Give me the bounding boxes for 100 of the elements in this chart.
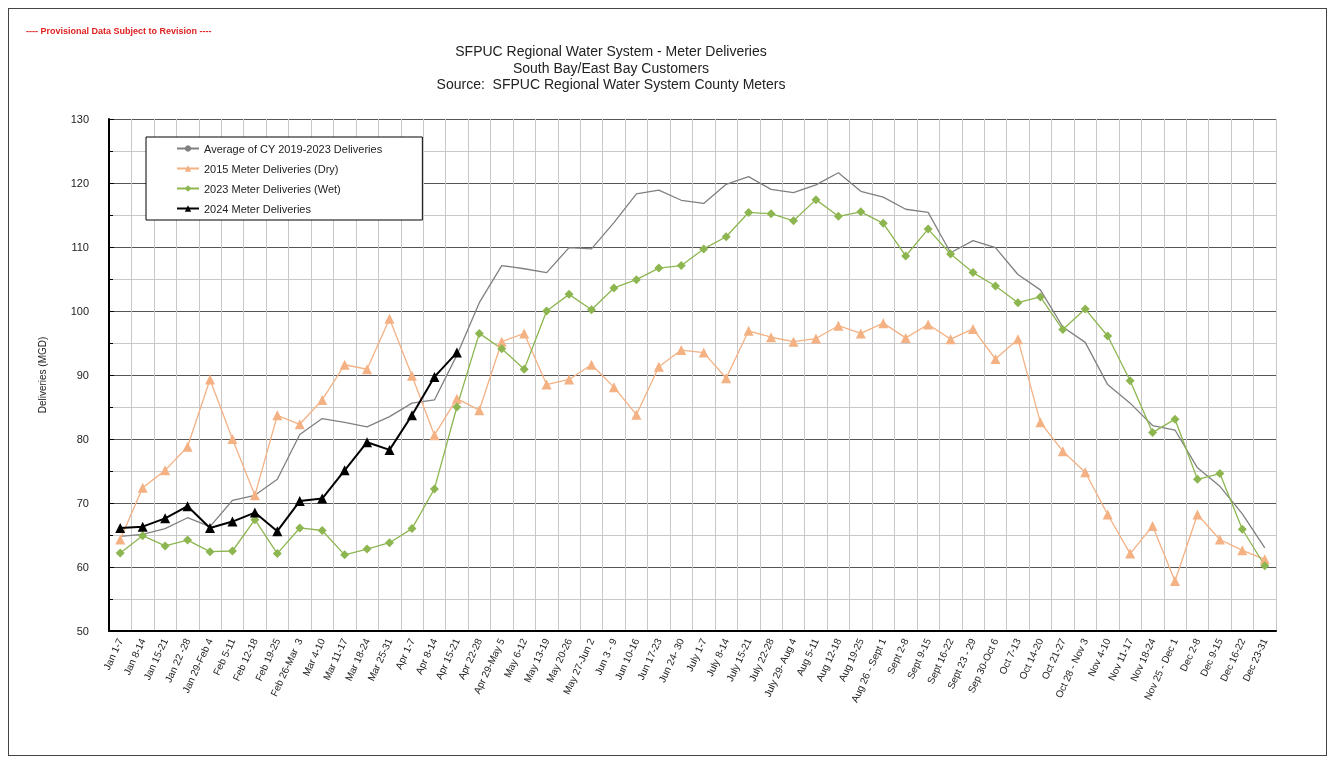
point (249, 507, 260, 518)
point (362, 437, 373, 448)
y-tick-label: 110 (71, 241, 89, 253)
point (115, 548, 125, 558)
point (1080, 304, 1090, 314)
point (878, 318, 889, 329)
point (1080, 467, 1091, 478)
point (586, 359, 597, 370)
point (698, 347, 709, 358)
point (452, 402, 462, 412)
legend-label: 2023 Meter Deliveries (Wet) (204, 182, 341, 195)
point (519, 328, 530, 339)
point (855, 328, 866, 339)
point (1058, 325, 1068, 335)
point (1148, 428, 1158, 438)
point (362, 544, 372, 554)
point (317, 526, 327, 536)
point (115, 534, 126, 545)
point (945, 334, 956, 345)
point (990, 281, 1000, 291)
y-tick-label: 60 (76, 561, 89, 573)
point (451, 393, 462, 404)
point (1102, 509, 1113, 520)
point (1035, 292, 1045, 302)
point (204, 522, 215, 533)
point (227, 516, 238, 527)
point (519, 364, 529, 374)
y-axis-title: Deliveries (MGD) (36, 336, 48, 414)
point (204, 374, 215, 385)
point (856, 207, 866, 217)
point (160, 541, 170, 551)
point (542, 306, 552, 316)
point (249, 490, 260, 501)
point (811, 195, 821, 205)
point (653, 361, 664, 372)
point (137, 521, 148, 532)
point (587, 305, 597, 315)
source-note: Source: SFPUC Regional Water System County Meters (436, 76, 786, 92)
point (788, 336, 799, 347)
point (541, 379, 552, 390)
point (429, 430, 440, 441)
point (183, 535, 193, 545)
point (339, 465, 350, 476)
point (878, 218, 888, 228)
point (743, 325, 754, 336)
point (766, 209, 776, 219)
point (1125, 548, 1136, 559)
y-tick-label: 50 (76, 625, 89, 637)
point (294, 496, 305, 507)
point (497, 344, 507, 354)
point (1214, 534, 1225, 545)
point (609, 283, 619, 293)
point (766, 332, 777, 343)
point (137, 482, 148, 493)
y-tick-label: 130 (70, 113, 89, 125)
point (451, 347, 462, 358)
point (654, 263, 664, 273)
point (721, 373, 732, 384)
point (744, 207, 754, 217)
point (946, 249, 956, 259)
point (721, 232, 731, 242)
point (833, 320, 844, 331)
point (788, 216, 798, 226)
point (968, 323, 979, 334)
point (631, 275, 641, 285)
point (474, 405, 485, 416)
point (833, 211, 843, 221)
y-tick-label: 90 (76, 369, 89, 381)
point (676, 345, 687, 356)
point (406, 370, 417, 381)
point (1192, 474, 1202, 484)
point (1237, 545, 1248, 556)
point (182, 501, 193, 512)
point (385, 538, 395, 548)
point (294, 419, 305, 430)
point (631, 409, 642, 420)
legend-label: 2024 Meter Deliveries (204, 202, 312, 215)
point (1170, 576, 1181, 587)
point (1192, 509, 1203, 520)
point (295, 523, 305, 533)
point (608, 382, 619, 393)
point (1170, 414, 1180, 424)
point (227, 434, 238, 444)
point (1260, 561, 1270, 571)
chart-subtitle: South Bay/East Bay Customers (512, 60, 710, 76)
point (115, 522, 126, 533)
point (160, 513, 171, 524)
point (406, 410, 417, 421)
point (900, 332, 911, 343)
point (990, 354, 1001, 364)
point (1035, 417, 1046, 428)
point (1147, 521, 1158, 532)
legend-label: Average of CY 2019-2023 Deliveries (204, 142, 383, 155)
point (968, 268, 978, 278)
point (1012, 334, 1023, 345)
point (340, 550, 350, 560)
point (407, 524, 417, 534)
point (429, 484, 439, 494)
point (564, 289, 574, 299)
point (272, 549, 282, 559)
